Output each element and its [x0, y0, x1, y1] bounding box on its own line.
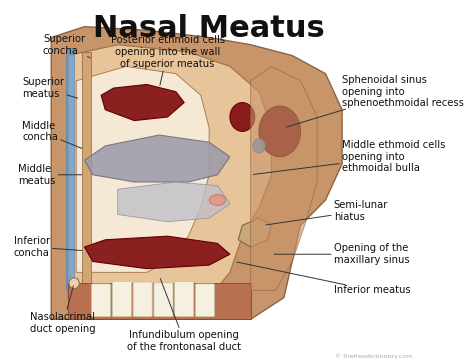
- Polygon shape: [68, 283, 251, 319]
- Ellipse shape: [69, 278, 79, 289]
- Text: Superior
concha: Superior concha: [43, 34, 91, 58]
- Text: Middle
meatus: Middle meatus: [18, 164, 82, 186]
- FancyBboxPatch shape: [133, 282, 152, 317]
- Polygon shape: [101, 84, 184, 120]
- FancyBboxPatch shape: [195, 284, 215, 317]
- Text: Opening of the
maxillary sinus: Opening of the maxillary sinus: [274, 244, 410, 265]
- FancyBboxPatch shape: [91, 284, 110, 317]
- FancyBboxPatch shape: [154, 283, 173, 317]
- Polygon shape: [84, 135, 230, 182]
- Polygon shape: [66, 48, 74, 290]
- Text: Sphenoidal sinus
opening into
sphenoethmoidal recess: Sphenoidal sinus opening into sphenoethm…: [287, 75, 464, 127]
- Polygon shape: [118, 182, 230, 222]
- Ellipse shape: [209, 195, 226, 206]
- Polygon shape: [238, 218, 272, 247]
- Polygon shape: [82, 52, 91, 298]
- Text: Posterior ethmoid cells
opening into the wall
of superior meatus: Posterior ethmoid cells opening into the…: [110, 35, 225, 86]
- Ellipse shape: [259, 106, 301, 157]
- Text: Middle ethmoid cells
opening into
ethmoidal bulla: Middle ethmoid cells opening into ethmoi…: [254, 140, 446, 174]
- Text: Middle
concha: Middle concha: [22, 120, 82, 149]
- Text: Nasal Meatus: Nasal Meatus: [93, 14, 325, 43]
- Ellipse shape: [253, 139, 265, 153]
- Text: Inferior
concha: Inferior concha: [14, 236, 82, 258]
- Polygon shape: [76, 66, 209, 272]
- Polygon shape: [68, 45, 272, 298]
- FancyBboxPatch shape: [112, 281, 131, 317]
- Polygon shape: [84, 236, 230, 269]
- FancyBboxPatch shape: [174, 282, 194, 317]
- Ellipse shape: [230, 103, 255, 131]
- Text: Superior
meatus: Superior meatus: [22, 77, 78, 99]
- Text: Semi-lunar
hiatus: Semi-lunar hiatus: [266, 200, 388, 225]
- Polygon shape: [251, 66, 317, 290]
- Polygon shape: [51, 27, 342, 319]
- Text: Inferior meatus: Inferior meatus: [237, 262, 410, 295]
- Text: Nasolacrimal
duct opening: Nasolacrimal duct opening: [30, 286, 96, 334]
- Text: © thefreedictionary.com: © thefreedictionary.com: [336, 353, 413, 359]
- Text: Infundibulum opening
of the frontonasal duct: Infundibulum opening of the frontonasal …: [127, 278, 241, 352]
